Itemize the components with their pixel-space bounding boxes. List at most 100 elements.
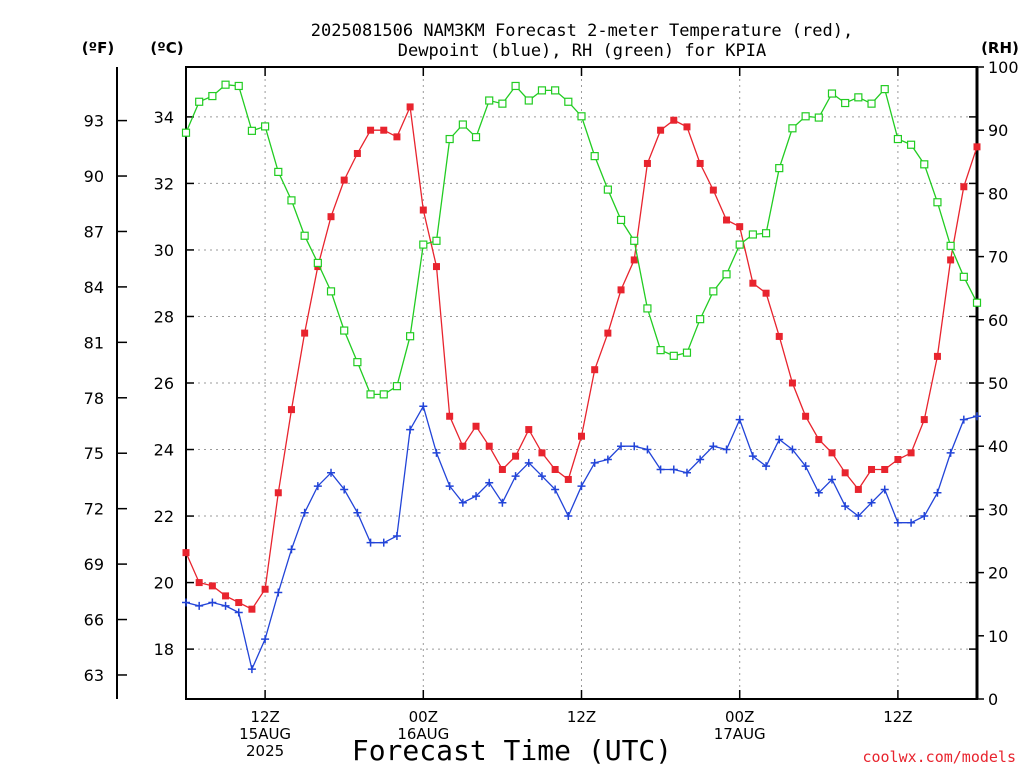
rh-point	[524, 96, 533, 105]
dewpoint-point	[959, 415, 968, 424]
temperature-point	[287, 406, 295, 414]
celsius-tick-label: 18	[154, 640, 174, 659]
temperature-point	[340, 176, 348, 184]
temperature-point	[235, 599, 243, 607]
rh-tick-label: 80	[988, 184, 1008, 203]
dewpoint-point	[722, 445, 731, 454]
rh-point	[392, 382, 402, 391]
rh-point	[972, 298, 982, 307]
fahrenheit-tick-label: 72	[84, 500, 104, 519]
rh-point	[221, 80, 230, 89]
temperature-point	[775, 332, 783, 340]
rh-point	[656, 346, 665, 355]
temperature-point	[367, 126, 375, 134]
temperature-point	[604, 329, 612, 337]
rh-point	[709, 287, 718, 296]
rh-tick-label: 20	[988, 564, 1008, 583]
dewpoint-point	[300, 508, 309, 517]
rh-point	[300, 231, 309, 240]
temperature-point	[762, 289, 770, 297]
temperature-point	[696, 159, 704, 167]
rh-point	[234, 81, 243, 91]
rh-point	[485, 96, 494, 105]
temperature-point	[749, 279, 757, 287]
tick-labels: 18 20 22 24 26 28 30 32 34 63 66 69 72 75 78 81 84 87 90 93…	[84, 58, 1019, 760]
dewpoint-point	[656, 465, 665, 474]
time-tick-label: 15AUG	[239, 725, 291, 743]
temperature-point	[353, 149, 361, 157]
temperature-point	[551, 465, 559, 473]
temperature-point	[683, 123, 691, 131]
dewpoint-point	[867, 498, 876, 507]
rh-point	[880, 85, 889, 94]
dewpoint-point	[564, 512, 573, 521]
rh-point	[471, 133, 481, 142]
dewpoint-point	[406, 425, 415, 434]
rh-point	[682, 348, 692, 357]
rh-point	[208, 91, 217, 101]
rh-point	[801, 112, 810, 121]
rh-tick-label: 40	[988, 437, 1008, 456]
dewpoint-point	[524, 458, 533, 467]
temperature-point	[274, 489, 282, 497]
rh-point	[735, 240, 744, 249]
fahrenheit-tick-label: 87	[84, 222, 104, 241]
dewpoint-point	[630, 442, 639, 451]
temperature-point	[393, 133, 401, 141]
rh-point	[419, 240, 428, 249]
time-tick-label: 16AUG	[397, 725, 449, 743]
temperature-point	[868, 465, 876, 473]
rh-point	[379, 390, 388, 399]
temperature-point	[802, 412, 810, 420]
fahrenheit-tick-label: 63	[84, 666, 104, 685]
dewpoint-point	[933, 488, 942, 497]
temperature-point	[591, 366, 599, 374]
temperature-point	[380, 126, 388, 134]
temperature-point	[406, 103, 414, 111]
temperature-point	[815, 436, 823, 444]
rh-point	[775, 164, 784, 173]
temperature-point	[947, 256, 955, 264]
dewpoint-point	[577, 482, 586, 491]
temperature-point	[459, 442, 467, 450]
celsius-tick-label: 30	[154, 241, 174, 260]
rh-point	[432, 236, 441, 245]
dewpoint-point	[814, 488, 823, 497]
rh-point	[511, 81, 520, 91]
fahrenheit-tick-label: 78	[84, 389, 104, 408]
temperature-point	[446, 412, 454, 420]
rh-tick-label: 10	[988, 627, 1008, 646]
rh-point	[643, 304, 652, 313]
rh-tick-label: 50	[988, 374, 1008, 393]
celsius-unit-label: (ºC)	[150, 39, 183, 57]
temperature-point	[512, 452, 520, 460]
temperature-point	[564, 475, 572, 483]
rh-tick-label: 0	[988, 690, 998, 709]
dewpoint-point	[920, 512, 929, 521]
dewpoint-point	[498, 498, 507, 507]
dewpoint-point	[682, 468, 691, 477]
temperature-point	[723, 216, 731, 224]
rh-point	[867, 99, 876, 108]
dewpoint-point	[775, 435, 784, 444]
rh-point	[906, 140, 916, 149]
rh-point	[722, 270, 731, 279]
x-axis-title: Forecast Time (UTC)	[352, 734, 672, 767]
dewpoint-point	[247, 665, 256, 674]
dewpoint-point	[748, 452, 757, 461]
dewpoint-point	[590, 458, 599, 467]
rh-point	[959, 272, 968, 281]
temperature-point	[301, 329, 309, 337]
dewpoint-point	[827, 475, 836, 484]
rh-point	[696, 315, 705, 324]
time-tick-label: 12Z	[883, 708, 912, 726]
rh-tick-label: 60	[988, 311, 1008, 330]
series	[181, 80, 982, 674]
temperature-point	[643, 159, 651, 167]
celsius-tick-label: 26	[154, 374, 174, 393]
rh-point	[537, 86, 547, 95]
dewpoint-point	[617, 442, 626, 451]
temperature-point	[828, 449, 836, 457]
fahrenheit-tick-label: 66	[84, 611, 104, 630]
rh-point	[181, 128, 191, 137]
